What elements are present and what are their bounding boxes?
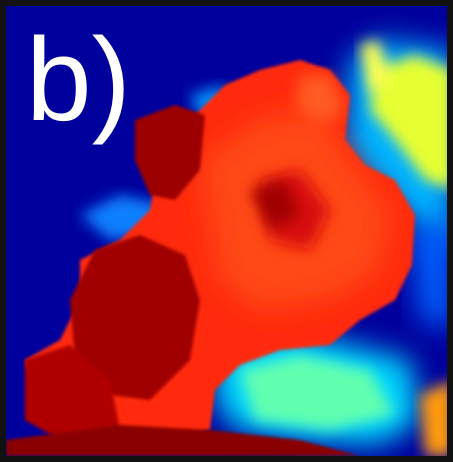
panel-label: b) [26, 14, 131, 146]
figure-panel: b) [0, 0, 453, 462]
